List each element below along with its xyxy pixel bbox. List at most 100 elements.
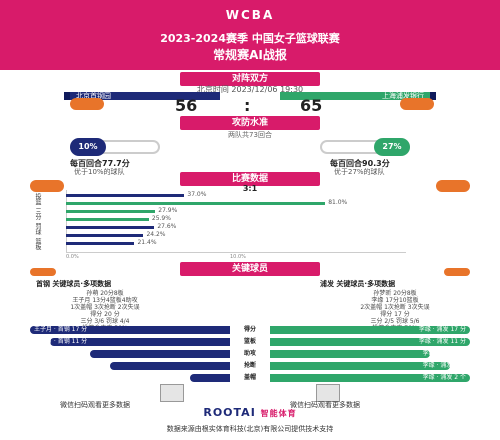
home-eff-badge: 10%: [70, 138, 106, 156]
qr-code-left[interactable]: [160, 384, 184, 402]
stats-bar: [66, 242, 135, 245]
away-team-bar: 上海浦发银行: [280, 92, 430, 100]
comparison-bar-home: [110, 362, 230, 370]
home-player-line: 孙萌 20分8板: [86, 290, 124, 297]
section-title-offense: 攻防水准: [180, 116, 320, 130]
home-key-player-head: 首钢 关键球员·多项数据: [36, 280, 112, 288]
header-subtitle-1: 2023-2024赛季 中国女子篮球联赛: [160, 32, 340, 45]
home-team-logo: [70, 98, 104, 110]
stats-label-reb: 篮板: [34, 238, 41, 250]
away-player-line: 得分 17 分: [380, 311, 410, 318]
comparison-row: 孙萌 · 首钢 2 个 抢断 李缘 · 浦发 2 个: [30, 362, 470, 370]
comparison-category: 助攻: [243, 350, 256, 357]
comparison-away-text: 李缘 · 浦发 17 分: [418, 326, 466, 333]
away-key-player-head: 浦发 关键球员·多项数据: [320, 280, 396, 288]
offense-subtitle: 两队共73回合: [228, 131, 272, 139]
home-logo-players: [30, 268, 56, 276]
stats-chart: 投篮 三分 罚球 篮板 0.0% 10.0% 37.0% 81.0% 27.9% 25…: [30, 190, 470, 260]
stats-bar: [66, 202, 326, 205]
stats-y-axis: [66, 190, 67, 252]
away-player-line: 李缘 17分10篮板: [371, 297, 419, 304]
home-score: 56: [175, 96, 198, 115]
stats-label-3p: 三分: [34, 208, 41, 220]
stats-bar-label: 37.0%: [187, 191, 207, 198]
wcba-logo: WCBA: [225, 8, 275, 22]
stats-xtick-0: 0.0%: [66, 254, 79, 260]
comparison-home-text: 王子月 · 首钢 17 分: [34, 326, 88, 333]
stats-label-ft: 罚球: [34, 223, 41, 235]
quarter-score: 3:1: [242, 184, 258, 193]
home-player-line: 三分 3/6 罚球 4/4: [80, 318, 130, 325]
home-player-line: 王子月 13分4篮板4助攻: [72, 297, 138, 304]
home-bar-cap: [64, 92, 70, 100]
stats-bar: [66, 210, 156, 213]
away-player-line: 孙梦昕 20分8板: [373, 290, 417, 297]
comparison-category: 篮板: [243, 338, 256, 345]
header-subtitle-2: 常规赛AI战报: [213, 48, 287, 62]
stats-bar-label: 27.9%: [158, 207, 178, 214]
away-logo-players: [444, 268, 470, 276]
home-player-line: 1次盖帽 3次抢断 2次失误: [70, 304, 140, 311]
comparison-category: 得分: [243, 326, 256, 333]
stats-label-fg: 投篮: [34, 193, 41, 205]
comparison-category: 盖帽: [243, 374, 256, 381]
header-banner: WCBA 2023-2024赛季 中国女子篮球联赛 常规赛AI战报: [0, 0, 500, 70]
section-title-players: 关键球员: [180, 262, 320, 276]
comparison-away-text: 李缘 · 浦发 3 个: [422, 350, 466, 357]
comparison-bar-away: [270, 374, 470, 382]
brand-name: ROOTAI: [203, 406, 256, 419]
comparison-home-text: 孙萌 · 首钢 2 个: [34, 362, 78, 369]
home-rank: 优于10%的球队: [74, 168, 125, 176]
comparison-bar-away: [270, 362, 450, 370]
away-player-line: 2次盖帽 1次抢断 3次失误: [360, 304, 430, 311]
away-team-logo: [400, 98, 434, 110]
stats-bar: [66, 218, 149, 221]
comparison-category: 抢断: [243, 362, 256, 369]
comparison-away-text: 李缘 · 浦发 2 个: [422, 362, 466, 369]
stats-bar: [66, 234, 144, 237]
stats-bar-label: 21.4%: [137, 239, 157, 246]
home-team-logo-small: [30, 180, 64, 192]
comparison-bar-away: [270, 350, 430, 358]
comparison-bar-home: [190, 374, 230, 382]
section-title-stats: 比赛数据: [180, 172, 320, 186]
comparison-row: 0 个 盖帽 李缘 · 浦发 2 个: [30, 374, 470, 382]
comparison-bar-home: [50, 338, 230, 346]
away-team-logo-small: [436, 180, 470, 192]
qr-row: [0, 384, 500, 406]
comparison-row: 王子月 · 首钢 17 分 得分 李缘 · 浦发 17 分: [30, 326, 470, 334]
stats-xtick-1: 10.0%: [230, 254, 246, 260]
comparison-bar-away: [270, 338, 470, 346]
comparison-home-text: 孙萌 · 首钢 5 个: [34, 350, 78, 357]
qr-code-right[interactable]: [316, 384, 340, 402]
away-rank: 优于27%的球队: [334, 168, 385, 176]
away-bar-cap: [430, 92, 436, 100]
stats-x-axis: [66, 252, 406, 253]
brand-logo: ROOTAI 智能体育: [150, 406, 350, 420]
comparison-home-text: 0 个: [34, 374, 46, 381]
away-efficiency: 每百回合90.3分: [330, 159, 390, 168]
footer-note: 数据来源由根实体育科技(北京)有限公司提供技术支持: [166, 425, 334, 433]
home-efficiency: 每百回合77.7分: [70, 159, 130, 168]
comparison-bar-away: [270, 326, 470, 334]
match-time: 北京时间 2023/12/06 19:30: [196, 85, 304, 94]
brand-tag: 智能体育: [260, 409, 297, 418]
stats-bar-label: 24.2%: [146, 231, 166, 238]
comparison-bar-home: [90, 350, 230, 358]
qr-caption-right: 微信扫码观看更多数据: [290, 401, 360, 409]
comparison-home-text: 王子月 · 首钢 11 分: [34, 338, 88, 345]
home-player-line: 得分 20 分: [90, 311, 120, 318]
away-eff-badge: 27%: [374, 138, 410, 156]
stats-bar: [66, 226, 155, 229]
stats-bar-label: 81.0%: [328, 199, 348, 206]
away-player-line: 三分 2/5 罚球 5/6: [370, 318, 420, 325]
comparison-away-text: 李缘 · 浦发 11 分: [418, 338, 466, 345]
comparison-away-text: 李缘 · 浦发 2 个: [422, 374, 466, 381]
stats-bar-label: 27.6%: [157, 223, 177, 230]
comparison-row: 王子月 · 首钢 11 分 篮板 李缘 · 浦发 11 分: [30, 338, 470, 346]
qr-caption-left: 微信扫码观看更多数据: [60, 401, 130, 409]
home-team-bar: 北京首钢园: [70, 92, 220, 100]
stats-bar: [66, 194, 185, 197]
section-title-match: 对阵双方: [180, 72, 320, 86]
score-row: 56 : 65: [0, 96, 500, 115]
